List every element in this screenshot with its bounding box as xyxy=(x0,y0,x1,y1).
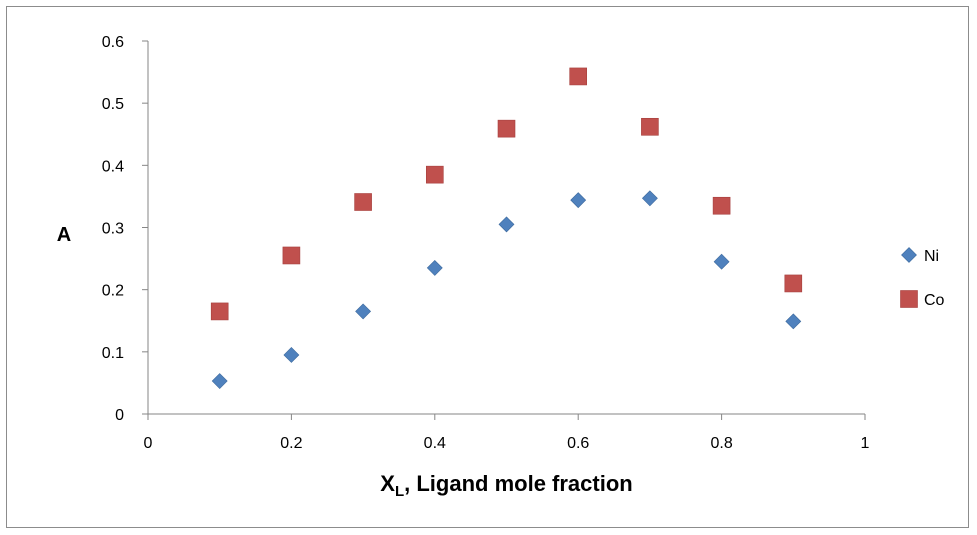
data-point-co xyxy=(282,246,301,265)
x-tick-label: 0.6 xyxy=(567,435,589,452)
x-axis-ticks: 0 0.2 0.4 0.6 0.8 1 xyxy=(144,414,870,452)
x-axis-title-rest: , Ligand mole fraction xyxy=(404,471,633,496)
y-tick-label: 0 xyxy=(115,407,124,424)
data-point-ni xyxy=(713,253,730,270)
data-point-co xyxy=(641,117,659,136)
y-tick-label: 0.4 xyxy=(102,158,124,175)
data-point-co xyxy=(210,302,229,321)
legend: Ni Co xyxy=(900,247,945,309)
x-axis-title-subscript: L xyxy=(395,483,404,500)
data-point-ni xyxy=(426,259,443,276)
data-point-ni xyxy=(785,313,802,330)
x-tick-label: 0.2 xyxy=(280,435,302,452)
data-point-ni xyxy=(570,192,587,209)
legend-marker-co xyxy=(900,290,918,308)
legend-label-co: Co xyxy=(924,292,945,309)
x-axis-title-main: X xyxy=(380,471,395,496)
data-points xyxy=(210,67,803,389)
legend-marker-ni xyxy=(901,247,917,263)
data-point-ni xyxy=(498,216,515,233)
chart-area xyxy=(6,6,969,528)
y-axis-ticks: 0 0.1 0.2 0.3 0.4 0.5 0.6 xyxy=(102,34,148,424)
data-point-ni xyxy=(211,373,228,389)
x-tick-label: 0 xyxy=(144,435,153,452)
data-point-co xyxy=(712,196,731,215)
y-tick-label: 0.5 xyxy=(102,96,124,113)
data-point-co xyxy=(425,165,444,184)
data-point-ni xyxy=(355,303,372,320)
legend-label-ni: Ni xyxy=(924,248,939,265)
x-tick-label: 0.8 xyxy=(710,435,732,452)
x-tick-label: 0.4 xyxy=(424,435,446,452)
x-axis-title: XL, Ligand mole fraction xyxy=(380,471,632,500)
data-point-co xyxy=(569,67,588,86)
y-tick-label: 0.2 xyxy=(102,283,124,300)
x-tick-label: 1 xyxy=(861,435,870,452)
data-point-co xyxy=(354,193,372,211)
y-tick-label: 0.6 xyxy=(102,34,124,51)
data-point-ni xyxy=(641,190,658,207)
y-axis-title: A xyxy=(57,224,71,246)
data-point-co xyxy=(497,119,516,138)
data-point-ni xyxy=(283,347,300,363)
y-tick-label: 0.3 xyxy=(102,221,124,238)
y-tick-label: 0.1 xyxy=(102,345,124,362)
data-point-co xyxy=(784,274,803,293)
